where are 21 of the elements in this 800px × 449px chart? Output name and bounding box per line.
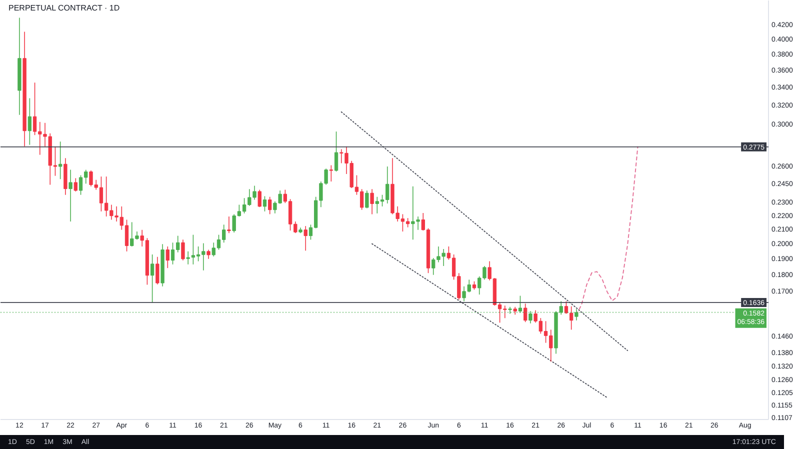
candlestick [524,303,528,322]
candlestick [258,189,262,208]
candlestick [28,98,32,146]
candlestick [68,169,72,222]
candlestick [58,141,62,180]
candlestick [206,249,210,260]
candlestick [262,196,267,212]
candlestick [365,190,369,209]
candlestick [166,246,170,268]
candlestick [370,188,374,215]
candlestick [74,178,78,192]
candlestick [227,216,231,234]
candlestick [181,239,185,261]
candlestick [156,256,160,285]
candlestick [150,254,154,303]
candlestick [334,131,338,172]
chart-title: PERPETUAL CONTRACT · 1D [8,4,120,12]
candlestick [329,164,333,182]
candlestick [186,251,190,265]
candlestick [268,196,272,215]
candlestick [304,226,308,252]
